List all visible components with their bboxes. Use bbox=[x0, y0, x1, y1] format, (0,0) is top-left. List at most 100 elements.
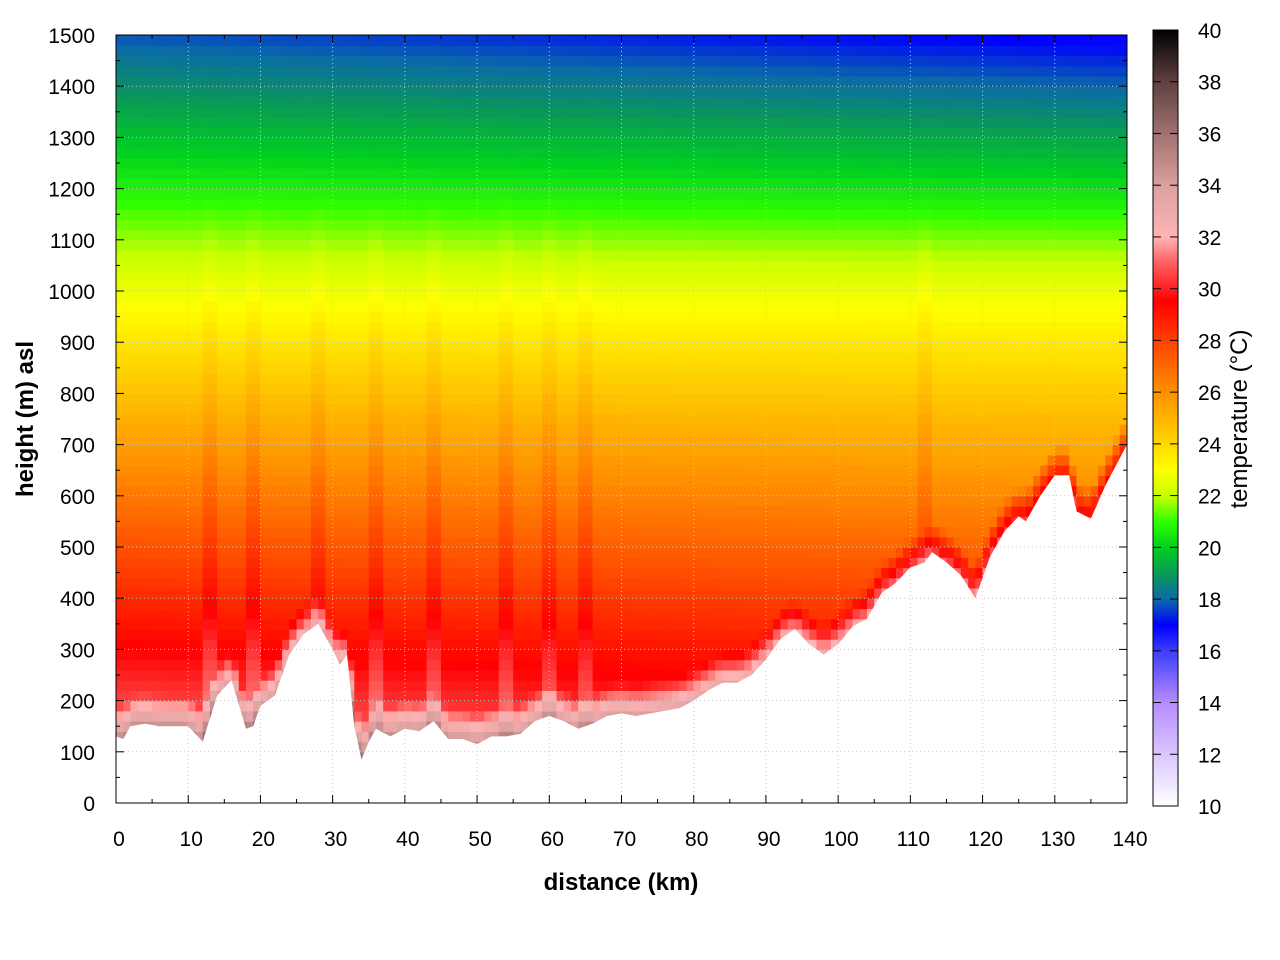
heatmap-cell bbox=[556, 454, 565, 466]
heatmap-cell bbox=[455, 721, 464, 732]
heatmap-cell bbox=[498, 178, 507, 190]
heatmap-cell bbox=[123, 55, 132, 67]
heatmap-cell bbox=[455, 700, 464, 712]
heatmap-cell bbox=[332, 721, 341, 732]
heatmap-cell bbox=[585, 96, 594, 108]
heatmap-cell bbox=[137, 209, 146, 220]
heatmap-cell bbox=[484, 516, 493, 528]
heatmap-cell bbox=[404, 331, 413, 343]
heatmap-cell bbox=[282, 393, 290, 405]
heatmap-cell bbox=[426, 598, 435, 610]
heatmap-cell bbox=[368, 516, 377, 528]
heatmap-cell bbox=[390, 721, 399, 732]
heatmap-cell bbox=[144, 168, 153, 179]
heatmap-cell bbox=[513, 536, 521, 548]
heatmap-cell bbox=[332, 557, 341, 569]
heatmap-cell bbox=[513, 260, 521, 272]
heatmap-cell bbox=[144, 188, 153, 200]
heatmap-cell bbox=[383, 669, 392, 681]
heatmap-cell bbox=[166, 352, 175, 364]
heatmap-cell bbox=[527, 178, 536, 190]
heatmap-cell bbox=[296, 321, 305, 333]
heatmap-cell bbox=[585, 475, 594, 487]
heatmap-cell bbox=[325, 659, 334, 671]
heatmap-cell bbox=[585, 372, 594, 384]
heatmap-cell bbox=[462, 536, 471, 548]
heatmap-cell bbox=[318, 557, 327, 569]
heatmap-cell bbox=[180, 628, 189, 640]
heatmap-cell bbox=[310, 270, 319, 282]
heatmap-cell bbox=[245, 106, 254, 118]
heatmap-cell bbox=[375, 741, 384, 753]
heatmap-cell bbox=[484, 383, 493, 394]
heatmap-cell bbox=[462, 291, 471, 302]
heatmap-cell bbox=[563, 710, 572, 722]
heatmap-cell bbox=[166, 567, 175, 579]
heatmap-cell bbox=[188, 434, 197, 446]
heatmap-cell bbox=[505, 434, 514, 446]
heatmap-cell bbox=[527, 209, 536, 220]
heatmap-cell bbox=[534, 188, 543, 200]
heatmap-cell bbox=[289, 250, 298, 261]
heatmap-cell bbox=[368, 444, 377, 456]
heatmap-cell bbox=[375, 45, 384, 57]
heatmap-cell bbox=[152, 280, 160, 292]
heatmap-cell bbox=[173, 75, 182, 87]
heatmap-cell bbox=[383, 475, 392, 487]
heatmap-cell bbox=[527, 270, 536, 282]
heatmap-cell bbox=[303, 475, 312, 487]
heatmap-cell bbox=[484, 587, 493, 599]
heatmap-cell bbox=[332, 116, 341, 128]
heatmap-cell bbox=[440, 270, 449, 282]
heatmap-cell bbox=[542, 506, 550, 517]
heatmap-cell bbox=[144, 352, 153, 364]
heatmap-cell bbox=[180, 291, 189, 302]
heatmap-cell bbox=[339, 731, 348, 743]
heatmap-cell bbox=[217, 680, 225, 691]
heatmap-cell bbox=[505, 55, 514, 67]
heatmap-cell bbox=[527, 219, 536, 231]
heatmap-cell bbox=[267, 127, 276, 138]
heatmap-cell bbox=[347, 721, 355, 732]
heatmap-cell bbox=[180, 403, 189, 415]
heatmap-cell bbox=[318, 55, 327, 67]
heatmap-cell bbox=[491, 710, 500, 722]
heatmap-cell bbox=[339, 618, 348, 630]
heatmap-cell bbox=[116, 700, 124, 712]
heatmap-cell bbox=[419, 598, 428, 610]
heatmap-cell bbox=[462, 383, 471, 394]
heatmap-cell bbox=[130, 260, 139, 272]
heatmap-cell bbox=[542, 526, 550, 538]
heatmap-cell bbox=[520, 659, 529, 671]
heatmap-cell bbox=[267, 106, 276, 118]
heatmap-cell bbox=[484, 454, 493, 466]
heatmap-cell bbox=[209, 424, 218, 435]
heatmap-cell bbox=[209, 547, 218, 558]
heatmap-cell bbox=[318, 639, 327, 650]
heatmap-cell bbox=[116, 291, 124, 302]
heatmap-cell bbox=[440, 301, 449, 313]
heatmap-cell bbox=[440, 198, 449, 210]
heatmap-cell bbox=[310, 311, 319, 323]
heatmap-cell bbox=[296, 198, 305, 210]
heatmap-cell bbox=[448, 352, 457, 364]
heatmap-cell bbox=[419, 547, 428, 558]
heatmap-cell bbox=[332, 639, 341, 650]
heatmap-cell bbox=[505, 127, 514, 138]
heatmap-cell bbox=[570, 434, 579, 446]
heatmap-cell bbox=[260, 260, 269, 272]
heatmap-cell bbox=[556, 495, 565, 507]
heatmap-cell bbox=[238, 751, 247, 760]
heatmap-cell bbox=[166, 577, 175, 589]
heatmap-cell bbox=[159, 157, 168, 169]
heatmap-cell bbox=[130, 188, 139, 200]
heatmap-cell bbox=[123, 362, 132, 374]
heatmap-cell bbox=[585, 239, 594, 251]
heatmap-cell bbox=[505, 731, 514, 743]
heatmap-cell bbox=[433, 331, 442, 343]
heatmap-cell bbox=[527, 516, 536, 528]
heatmap-cell bbox=[144, 178, 153, 190]
heatmap-cell bbox=[397, 35, 406, 46]
heatmap-cell bbox=[173, 321, 182, 333]
heatmap-cell bbox=[267, 270, 276, 282]
